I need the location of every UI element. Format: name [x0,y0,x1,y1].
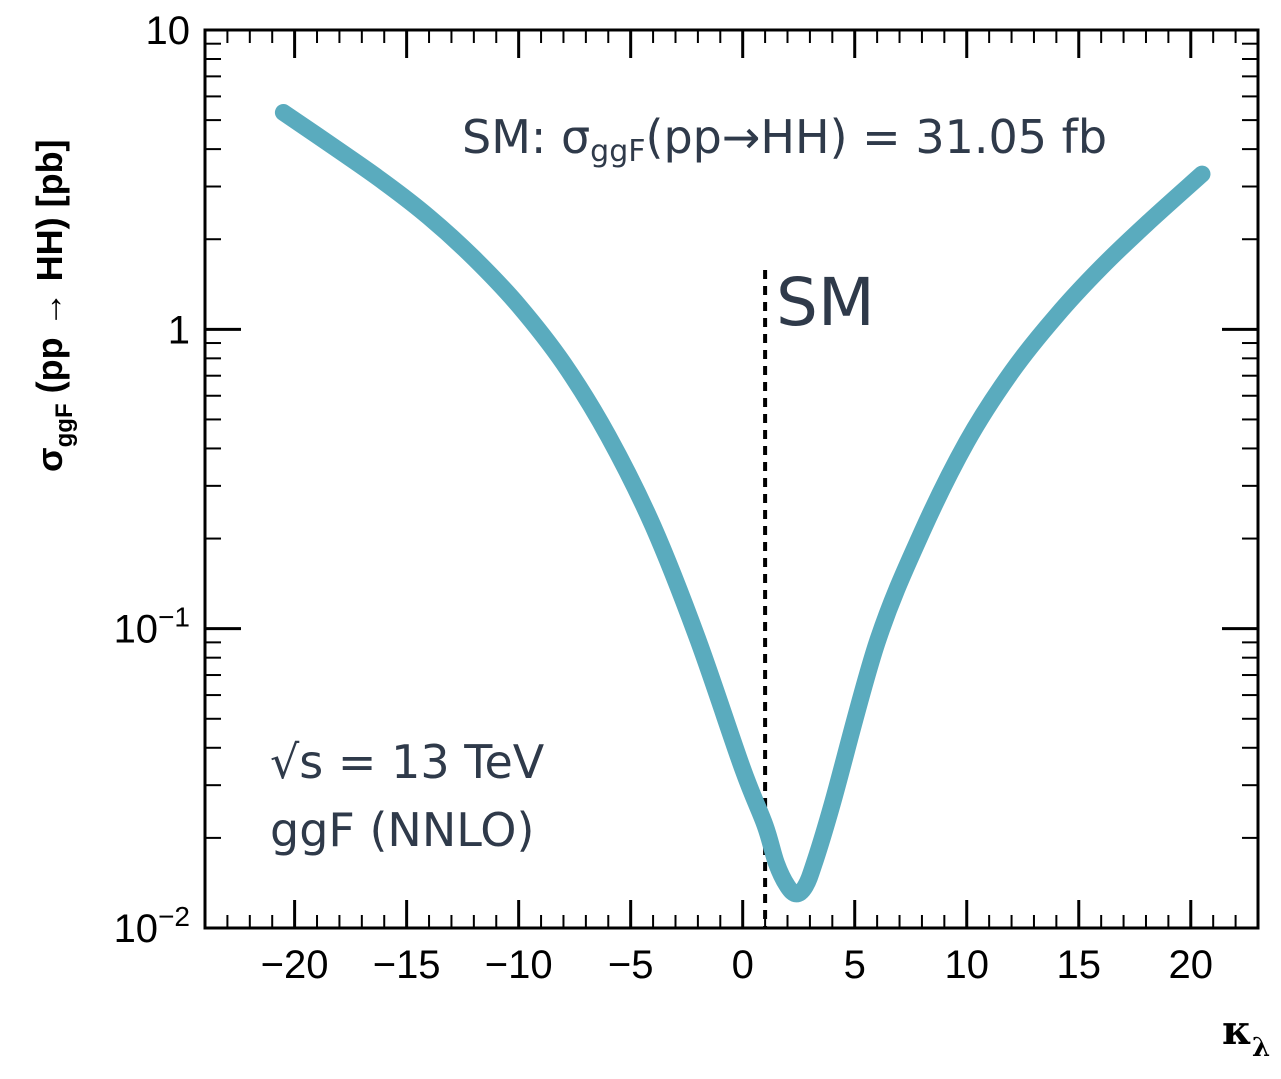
plot-frame [203,28,1260,930]
y-axis-label: σggF (pp → HH) [pb] [29,139,78,472]
x-tick-label: −15 [373,943,441,987]
x-tick-label: 15 [1057,943,1102,987]
sm-xsec-rest: (pp→HH) = 31.05 fb [646,110,1108,164]
y-tick-label: 10−1 [114,602,190,652]
order-label: ggF (NNLO) [270,803,534,857]
x-tick-label: −10 [485,943,553,987]
x-major-ticks [293,30,1193,928]
x-tick-label: −20 [261,943,329,987]
x-tick-label: −5 [608,943,654,987]
y-tick-label: 1 [168,308,190,352]
y-axis-label-sub: ggF [51,403,78,447]
x-tick-label: 20 [1169,943,1214,987]
y-axis-label-rest: (pp → HH) [pb] [29,139,70,403]
y-tick-label: 10 [146,9,191,53]
x-tick-label: 5 [844,943,866,987]
sm-xsec-sub: ggF [590,134,645,169]
minor-ticks [204,30,1259,928]
x-axis-label-sub: λ [1252,1033,1270,1063]
x-tick-label: 0 [732,943,754,987]
y-tick-label: 10−2 [114,901,190,951]
sm-xsec-prefix: SM: σ [462,110,590,164]
x-axis-label: κλ [1222,1007,1270,1063]
x-axis-label-main: κ [1222,1007,1252,1054]
sm-label: SM [776,264,875,341]
y-axis-label-main: σ [29,447,70,472]
y-tick-labels: 10 1 10−1 10−2 [114,9,190,951]
energy-label: √s = 13 TeV [270,735,545,789]
x-tick-labels: −20 −15 −10 −5 0 5 10 15 20 [261,943,1213,987]
sm-xsec-annotation: SM: σggF(pp→HH) = 31.05 fb [462,110,1107,169]
series-line [274,104,1211,903]
x-tick-label: 10 [944,943,989,987]
